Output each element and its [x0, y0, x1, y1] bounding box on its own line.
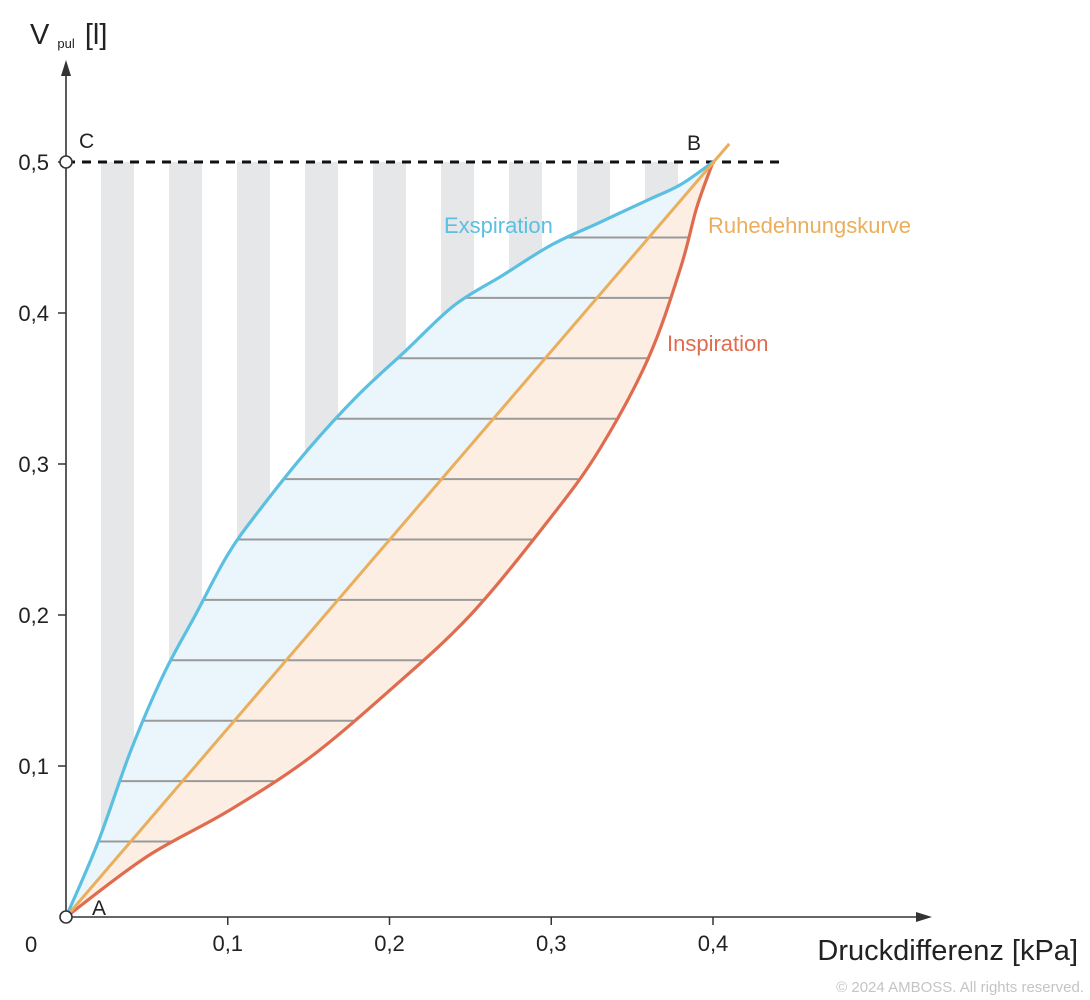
point-label-a: A — [92, 897, 106, 920]
y-tick-label: 0,3 — [18, 452, 49, 477]
point-label-b: B — [687, 132, 701, 155]
point-marker-a — [59, 910, 73, 924]
axes — [61, 60, 932, 922]
point-marker-c — [59, 155, 73, 169]
y-axis-arrowhead — [61, 60, 71, 76]
y-tick-label: 0,2 — [18, 603, 49, 628]
axis-ticks: 0,1 0,2 0,3 0,4 0,1 0,2 0,3 0,4 0,5 — [18, 150, 728, 956]
y-tick-label: 0,1 — [18, 754, 49, 779]
series-label-exspiration: Exspiration — [444, 213, 553, 238]
x-tick-label: 0,4 — [698, 931, 729, 956]
y-tick-label: 0,4 — [18, 301, 49, 326]
x-axis-arrowhead — [916, 912, 932, 922]
series-line-inspiration — [65, 161, 715, 919]
y-axis-title-main: V — [30, 19, 50, 51]
x-tick-label: 0,2 — [374, 931, 405, 956]
y-axis-title: V pul [l] — [30, 19, 107, 55]
y-tick-label: 0,5 — [18, 150, 49, 175]
series-label-inspiration: Inspiration — [667, 331, 769, 356]
x-tick-label: 0,1 — [212, 931, 243, 956]
x-axis-title: Druckdifferenz [kPa] — [817, 935, 1078, 967]
y-axis-title-unit: [l] — [85, 19, 108, 51]
x-tick-label: 0,3 — [536, 931, 567, 956]
series-label-ruhedehnungskurve: Ruhedehnungskurve — [708, 213, 911, 238]
y-axis-title-sub: pul — [57, 36, 74, 51]
copyright-notice: © 2024 AMBOSS. All rights reserved. — [836, 979, 1084, 996]
point-markers: A B C — [59, 130, 701, 924]
point-label-c: C — [79, 130, 94, 153]
series-line-exspiration — [64, 160, 714, 918]
origin-label: 0 — [25, 932, 37, 957]
series-line-ruhedehnungskurve — [64, 142, 731, 918]
hatch-lines — [98, 236, 689, 843]
